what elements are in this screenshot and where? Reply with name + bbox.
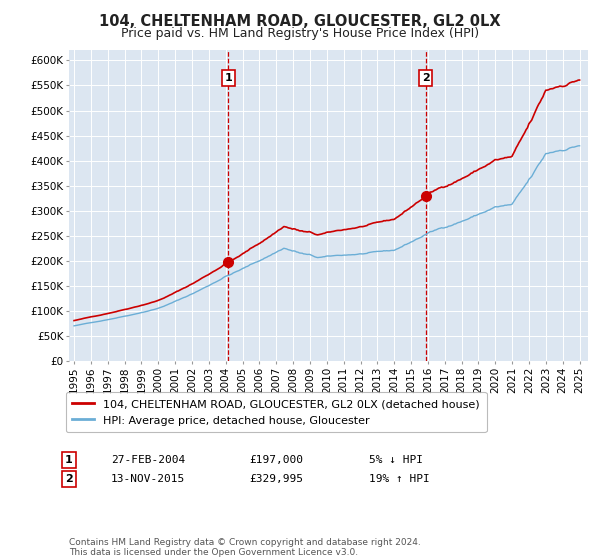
HPI: Average price, detached house, Gloucester: (2.01e+03, 1.93e+05): Average price, detached house, Glouceste… [247, 262, 254, 268]
104, CHELTENHAM ROAD, GLOUCESTER, GL2 0LX (detached house) [133, 304, 140, 310]
Text: £329,995: £329,995 [249, 474, 303, 484]
HPI: Average price, detached house, Gloucester: (2e+03, 9.44e+04): Average price, detached house, Glouceste… [133, 310, 140, 317]
HPI: Average price, detached house, Gloucester: (2.02e+03, 4.3e+05): Average price, detached house, Glouceste… [576, 142, 583, 149]
104, CHELTENHAM ROAD, GLOUCESTER, GL2 0LX (detached house) [576, 77, 583, 83]
104, CHELTENHAM ROAD, GLOUCESTER, GL2 0LX (detached house) [548, 86, 555, 92]
Text: 1: 1 [65, 455, 73, 465]
HPI: Average price, detached house, Gloucester: (2e+03, 7.05e+04): Average price, detached house, Glouceste… [70, 323, 77, 329]
HPI: Average price, detached house, Gloucester: (2e+03, 1.84e+05): Average price, detached house, Glouceste… [238, 265, 245, 272]
104, CHELTENHAM ROAD, GLOUCESTER, GL2 0LX (detached house) [70, 317, 77, 324]
Text: 13-NOV-2015: 13-NOV-2015 [111, 474, 185, 484]
Text: Contains HM Land Registry data © Crown copyright and database right 2024.
This d: Contains HM Land Registry data © Crown c… [69, 538, 421, 557]
Text: 27-FEB-2004: 27-FEB-2004 [111, 455, 185, 465]
104, CHELTENHAM ROAD, GLOUCESTER, GL2 0LX (detached house) [247, 245, 254, 252]
Text: 2: 2 [65, 474, 73, 484]
Text: 2: 2 [422, 73, 430, 83]
Text: 19% ↑ HPI: 19% ↑ HPI [369, 474, 430, 484]
HPI: Average price, detached house, Gloucester: (2.02e+03, 4.16e+05): Average price, detached house, Glouceste… [548, 149, 555, 156]
Text: 104, CHELTENHAM ROAD, GLOUCESTER, GL2 0LX: 104, CHELTENHAM ROAD, GLOUCESTER, GL2 0L… [99, 14, 501, 29]
Legend: 104, CHELTENHAM ROAD, GLOUCESTER, GL2 0LX (detached house), HPI: Average price, : 104, CHELTENHAM ROAD, GLOUCESTER, GL2 0L… [65, 392, 487, 432]
Line: HPI: Average price, detached house, Gloucester: HPI: Average price, detached house, Glou… [74, 146, 580, 326]
104, CHELTENHAM ROAD, GLOUCESTER, GL2 0LX (detached house) [238, 251, 245, 258]
104, CHELTENHAM ROAD, GLOUCESTER, GL2 0LX (detached house) [221, 261, 229, 268]
104, CHELTENHAM ROAD, GLOUCESTER, GL2 0LX (detached house) [292, 226, 299, 232]
Line: 104, CHELTENHAM ROAD, GLOUCESTER, GL2 0LX (detached house): 104, CHELTENHAM ROAD, GLOUCESTER, GL2 0L… [74, 80, 580, 320]
Text: £197,000: £197,000 [249, 455, 303, 465]
Text: Price paid vs. HM Land Registry's House Price Index (HPI): Price paid vs. HM Land Registry's House … [121, 27, 479, 40]
Text: 5% ↓ HPI: 5% ↓ HPI [369, 455, 423, 465]
Text: 1: 1 [224, 73, 232, 83]
HPI: Average price, detached house, Gloucester: (2.01e+03, 2.2e+05): Average price, detached house, Glouceste… [292, 248, 299, 254]
HPI: Average price, detached house, Gloucester: (2e+03, 1.69e+05): Average price, detached house, Glouceste… [221, 273, 229, 280]
